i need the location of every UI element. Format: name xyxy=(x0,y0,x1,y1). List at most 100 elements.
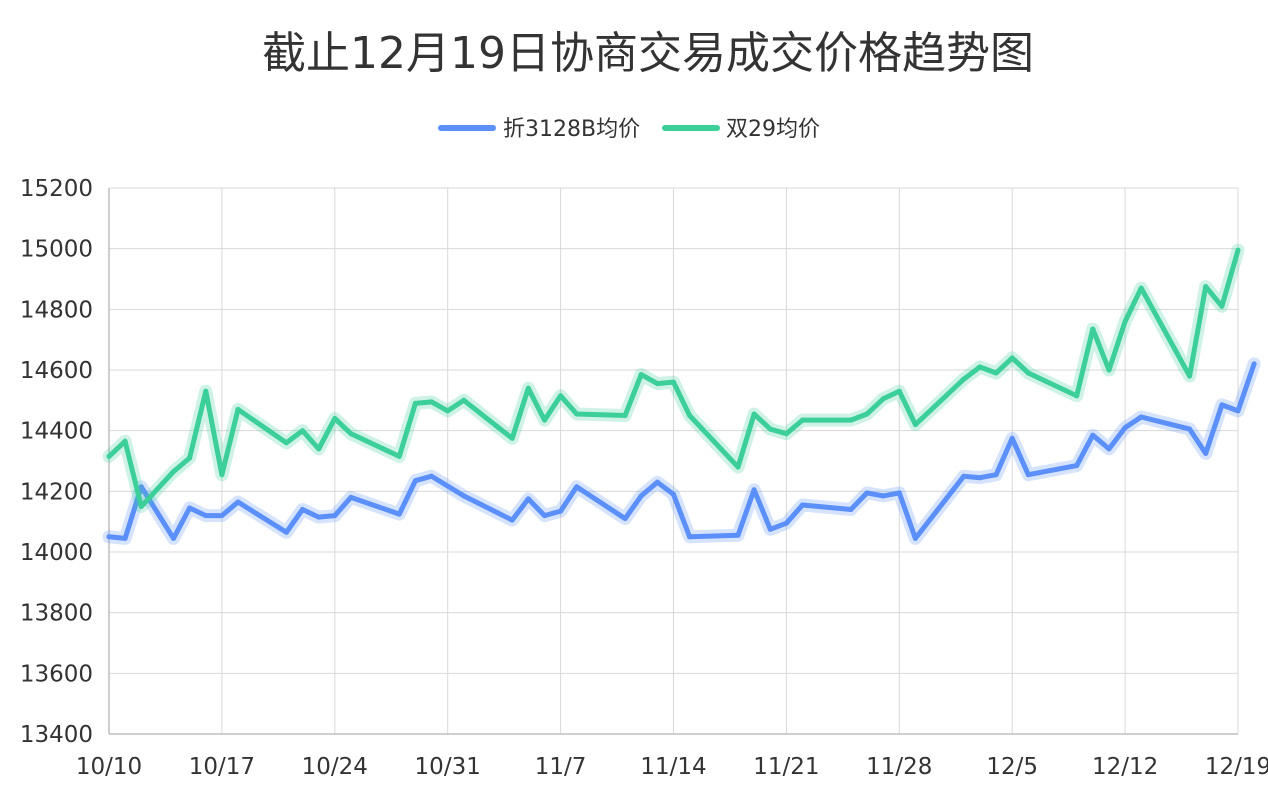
series-line-2[interactable] xyxy=(106,247,1241,509)
data-point[interactable] xyxy=(1074,463,1080,469)
series-line-1[interactable] xyxy=(106,361,1257,541)
data-point[interactable] xyxy=(1203,284,1209,290)
data-point[interactable] xyxy=(316,514,322,520)
data-point[interactable] xyxy=(219,472,225,478)
data-point[interactable] xyxy=(1009,435,1015,441)
data-point[interactable] xyxy=(848,417,854,423)
data-point[interactable] xyxy=(283,440,289,446)
data-point[interactable] xyxy=(638,493,644,499)
data-point[interactable] xyxy=(1235,408,1241,414)
data-point[interactable] xyxy=(735,464,741,470)
data-point[interactable] xyxy=(1025,472,1031,478)
data-point[interactable] xyxy=(687,413,693,418)
data-point[interactable] xyxy=(461,397,467,403)
data-point[interactable] xyxy=(283,529,289,535)
data-point[interactable] xyxy=(138,484,144,490)
data-point[interactable] xyxy=(783,431,789,437)
data-point[interactable] xyxy=(1187,426,1193,432)
data-point[interactable] xyxy=(106,453,112,459)
data-point[interactable] xyxy=(574,411,580,417)
data-point[interactable] xyxy=(1009,355,1015,361)
data-point[interactable] xyxy=(203,513,209,519)
legend-label-series-1[interactable]: 折3128B均价 xyxy=(503,117,640,142)
data-point[interactable] xyxy=(509,435,515,441)
data-point[interactable] xyxy=(1090,432,1096,438)
data-point[interactable] xyxy=(235,499,241,505)
data-point[interactable] xyxy=(1090,326,1096,332)
data-point[interactable] xyxy=(1219,402,1225,408)
data-point[interactable] xyxy=(235,406,241,412)
data-point[interactable] xyxy=(348,431,354,437)
data-point[interactable] xyxy=(993,472,999,478)
data-point[interactable] xyxy=(1235,247,1241,253)
data-point[interactable] xyxy=(1122,425,1128,431)
data-point[interactable] xyxy=(542,417,547,423)
data-point[interactable] xyxy=(622,413,628,418)
data-point[interactable] xyxy=(509,517,515,523)
data-point[interactable] xyxy=(106,534,112,540)
legend-label-series-2[interactable]: 双29均价 xyxy=(726,117,820,142)
data-point[interactable] xyxy=(961,376,967,382)
data-point[interactable] xyxy=(977,364,983,370)
data-point[interactable] xyxy=(912,535,918,541)
data-point[interactable] xyxy=(751,411,757,417)
data-point[interactable] xyxy=(622,516,628,522)
data-point[interactable] xyxy=(300,428,305,434)
data-point[interactable] xyxy=(993,370,999,376)
data-point[interactable] xyxy=(525,385,531,391)
data-point[interactable] xyxy=(880,493,886,499)
data-point[interactable] xyxy=(122,535,128,541)
data-point[interactable] xyxy=(187,455,193,461)
data-point[interactable] xyxy=(864,411,870,417)
data-point[interactable] xyxy=(687,534,693,540)
data-point[interactable] xyxy=(525,496,531,502)
data-point[interactable] xyxy=(1203,450,1209,456)
data-point[interactable] xyxy=(316,446,322,452)
data-point[interactable] xyxy=(171,535,176,541)
data-point[interactable] xyxy=(1025,370,1031,376)
data-point[interactable] xyxy=(122,438,128,444)
data-point[interactable] xyxy=(558,508,564,514)
data-point[interactable] xyxy=(1122,319,1128,324)
data-point[interactable] xyxy=(864,490,870,496)
data-point[interactable] xyxy=(445,408,451,414)
data-point[interactable] xyxy=(783,520,789,526)
data-point[interactable] xyxy=(1106,446,1112,452)
data-point[interactable] xyxy=(961,473,967,479)
data-point[interactable] xyxy=(187,505,193,511)
data-point[interactable] xyxy=(1187,373,1193,379)
data-point[interactable] xyxy=(396,453,402,459)
data-point[interactable] xyxy=(300,507,305,512)
data-point[interactable] xyxy=(1106,367,1112,373)
data-point[interactable] xyxy=(412,400,418,406)
data-point[interactable] xyxy=(171,469,176,475)
data-point[interactable] xyxy=(219,513,225,519)
data-point[interactable] xyxy=(1251,361,1257,367)
data-point[interactable] xyxy=(429,399,435,405)
data-point[interactable] xyxy=(671,491,676,497)
data-point[interactable] xyxy=(896,490,902,496)
data-point[interactable] xyxy=(1138,285,1144,291)
data-point[interactable] xyxy=(332,513,338,519)
data-point[interactable] xyxy=(542,513,547,519)
data-point[interactable] xyxy=(800,417,805,423)
data-point[interactable] xyxy=(138,504,144,509)
data-point[interactable] xyxy=(1219,303,1225,309)
data-point[interactable] xyxy=(654,381,660,387)
data-point[interactable] xyxy=(896,388,902,394)
data-point[interactable] xyxy=(558,393,564,399)
data-point[interactable] xyxy=(429,473,435,479)
data-point[interactable] xyxy=(574,484,580,490)
data-point[interactable] xyxy=(396,511,402,517)
data-point[interactable] xyxy=(203,388,209,394)
data-point[interactable] xyxy=(638,372,644,378)
data-point[interactable] xyxy=(348,494,354,500)
data-point[interactable] xyxy=(848,507,854,512)
data-point[interactable] xyxy=(735,532,741,538)
data-point[interactable] xyxy=(671,379,676,385)
data-point[interactable] xyxy=(332,416,338,421)
data-point[interactable] xyxy=(751,487,757,493)
data-point[interactable] xyxy=(912,422,918,428)
data-point[interactable] xyxy=(461,493,467,499)
data-point[interactable] xyxy=(880,396,886,402)
